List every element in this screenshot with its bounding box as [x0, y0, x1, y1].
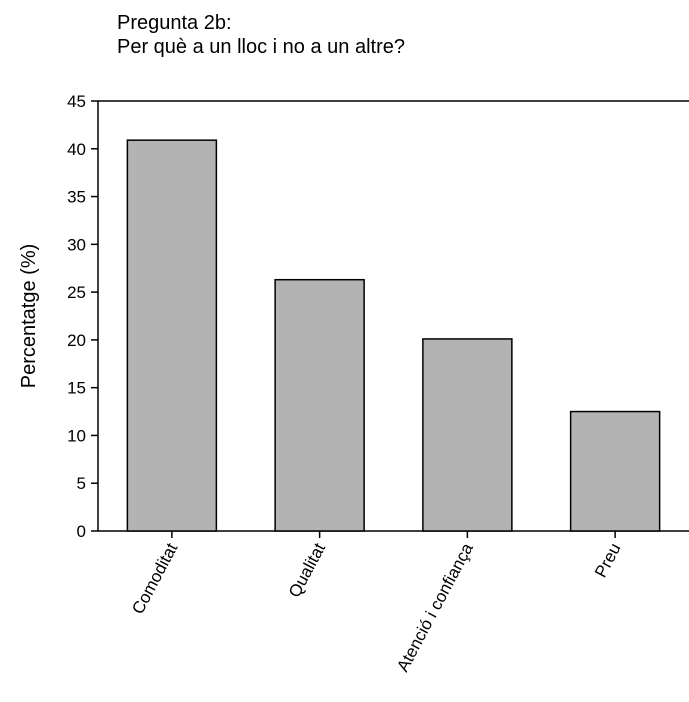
chart-title-line-2: Per què a un lloc i no a un altre?: [117, 36, 405, 58]
x-tick-label: Comoditat: [128, 540, 181, 618]
y-tick-label: 20: [67, 331, 86, 350]
bar: [423, 339, 512, 531]
y-tick-label: 45: [67, 92, 86, 111]
y-tick-label: 25: [67, 283, 86, 302]
y-tick-label: 10: [67, 426, 86, 445]
chart-title-line-1: Pregunta 2b:: [117, 12, 232, 34]
y-tick-label: 5: [77, 474, 86, 493]
y-tick-label: 0: [77, 522, 86, 541]
y-tick-label: 30: [67, 235, 86, 254]
x-tick-label: Atenció i confiança: [393, 539, 477, 674]
y-axis-title: Percentatge (%): [18, 244, 40, 389]
x-tick-label: Qualitat: [285, 540, 329, 601]
y-tick-label: 35: [67, 188, 86, 207]
x-tick-label: Preu: [591, 540, 625, 581]
y-tick-label: 15: [67, 379, 86, 398]
bar: [571, 412, 660, 531]
plot-area: 0 5 10 15 20 25 30 35 40 45 Comoditat Qualitat Atenc…: [67, 92, 689, 675]
bar: [275, 280, 364, 531]
y-tick-label: 40: [67, 140, 86, 159]
bar: [127, 140, 216, 531]
